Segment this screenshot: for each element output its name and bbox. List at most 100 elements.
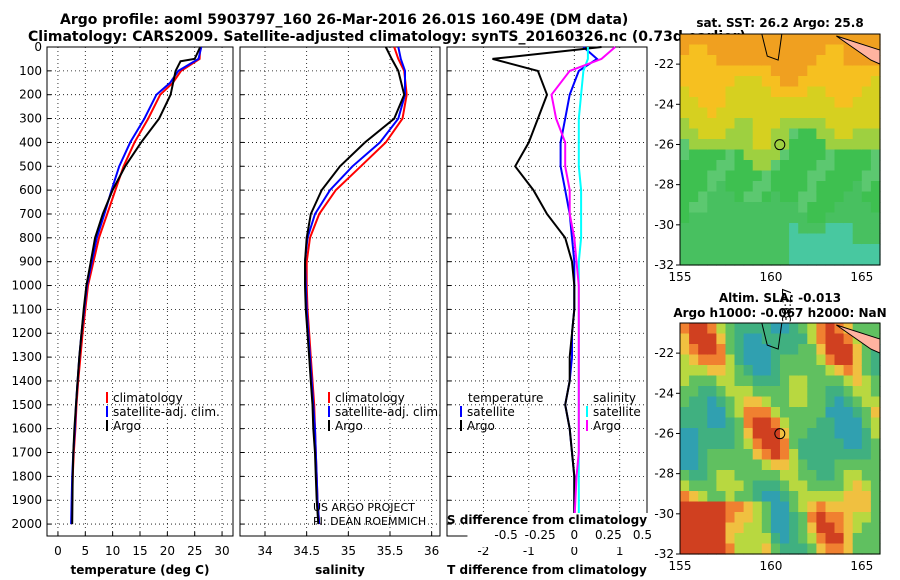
sla_map-cell	[861, 459, 872, 471]
sla_map-cell	[816, 407, 827, 419]
salinity-diff-tick-label: -0.25	[525, 528, 556, 542]
salinity-diff-tick-label: 0	[570, 528, 578, 542]
sla_map-cell	[816, 323, 827, 335]
sst_map-cell	[680, 160, 690, 172]
sla_map-cell	[843, 344, 854, 356]
salinity-legend-label: Argo	[335, 419, 363, 433]
sla_map-cell	[834, 386, 845, 398]
sla_map-cell	[861, 323, 872, 335]
sla_map-reef-outline	[761, 322, 783, 350]
sla_map-cell	[825, 480, 836, 492]
sst_map-cell	[870, 223, 881, 235]
sst_map-cell	[716, 76, 727, 88]
sla_map-cell	[698, 491, 708, 503]
sla_map-cell	[743, 533, 754, 545]
sst_map-cell	[680, 118, 690, 130]
sla_map-cell	[689, 470, 699, 482]
sla_map-cell	[716, 386, 727, 398]
sst_map-cell	[689, 65, 699, 77]
sla_map-cell	[752, 543, 763, 555]
sla_map-cell	[707, 533, 717, 545]
sla_map-cell	[743, 522, 754, 534]
sla_map-cell	[807, 512, 817, 524]
sla_map-cell	[798, 543, 808, 555]
sla_map-cell	[761, 407, 772, 419]
sst_map-cell	[707, 86, 717, 98]
sla_map-cell	[852, 396, 863, 408]
sla_map-cell	[861, 417, 872, 429]
sst_map-cell	[861, 76, 872, 88]
sst_map-cell	[834, 118, 845, 130]
temperature-xtick-label: 0	[54, 544, 62, 558]
sla_map-cell	[716, 396, 727, 408]
sst_map-cell	[743, 107, 754, 119]
sst_map-cell	[807, 107, 817, 119]
sst_map-cell	[689, 149, 699, 161]
sla_map-cell	[807, 354, 817, 366]
sla_map-cell	[680, 480, 690, 492]
sst_map-cell	[852, 107, 863, 119]
sst_map-cell	[725, 55, 736, 67]
sla_map-cell	[861, 428, 872, 440]
sla_map-cell	[752, 386, 763, 398]
sla_map-cell	[843, 333, 854, 345]
sst_map-cell	[834, 202, 845, 214]
sla_map-cell	[825, 417, 836, 429]
sst_map-cell	[752, 65, 763, 77]
sst_map-cell	[816, 107, 827, 119]
sla_map-cell	[825, 365, 836, 377]
sla_map-cell	[752, 438, 763, 450]
sst_map-cell	[707, 44, 717, 56]
sla_map-cell	[798, 480, 808, 492]
sst_map-cell	[680, 254, 690, 266]
sla_map-cell	[707, 323, 717, 335]
sla_map-cell	[834, 323, 845, 335]
sla_map-cell	[743, 491, 754, 503]
sla_map-cell	[852, 407, 863, 419]
sst_map-cell	[698, 34, 708, 46]
sst_map-cell	[807, 128, 817, 140]
sla_map-cell	[816, 491, 827, 503]
sla_map-cell	[716, 512, 727, 524]
sla_map-cell	[698, 375, 708, 387]
sst_map-cell	[752, 160, 763, 172]
sst_map-cell	[752, 97, 763, 109]
sst_map-cell	[807, 86, 817, 98]
sla_map-xtick-label: 155	[669, 559, 692, 573]
sst_map-cell	[825, 34, 836, 46]
sst_map-cell	[725, 44, 736, 56]
sst_map-cell	[798, 55, 808, 67]
difference-label-bg	[467, 513, 660, 547]
sla_map-cell	[816, 480, 827, 492]
sst_map-ytick-label: -24	[654, 97, 674, 111]
sst_map-cell	[861, 233, 872, 245]
sla_map-cell	[743, 512, 754, 524]
sst_map-cell	[725, 86, 736, 98]
sst_map-cell	[843, 233, 854, 245]
sst_map-new-caledonia	[836, 35, 881, 65]
sla_map-cell	[852, 512, 863, 524]
sla_map-cell	[725, 522, 736, 534]
sst_map-cell	[689, 97, 699, 109]
sst_map-cell	[770, 139, 781, 151]
difference-frame	[446, 46, 648, 537]
sla_map-cell	[761, 512, 772, 524]
sla_map-cell	[798, 428, 808, 440]
sla_map-cell	[798, 501, 808, 513]
sst_map-cell	[798, 34, 808, 46]
sla_map-cell	[734, 375, 745, 387]
sla_map-cell	[843, 480, 854, 492]
sst_map-cell	[861, 191, 872, 203]
sla_map-cell	[698, 470, 708, 482]
sla_map-cell	[770, 354, 781, 366]
sla_map-cell	[852, 533, 863, 545]
sla_map-cell	[816, 438, 827, 450]
sst_map-cell	[725, 97, 736, 109]
sst_map-cell	[698, 76, 708, 88]
sst_map-cell	[780, 191, 790, 203]
sst_map-cell	[734, 160, 745, 172]
sla_map-cell	[743, 344, 754, 356]
sst_map-cell	[789, 212, 799, 224]
sla_map-cell	[716, 459, 727, 471]
sla_map-cell	[789, 543, 799, 555]
